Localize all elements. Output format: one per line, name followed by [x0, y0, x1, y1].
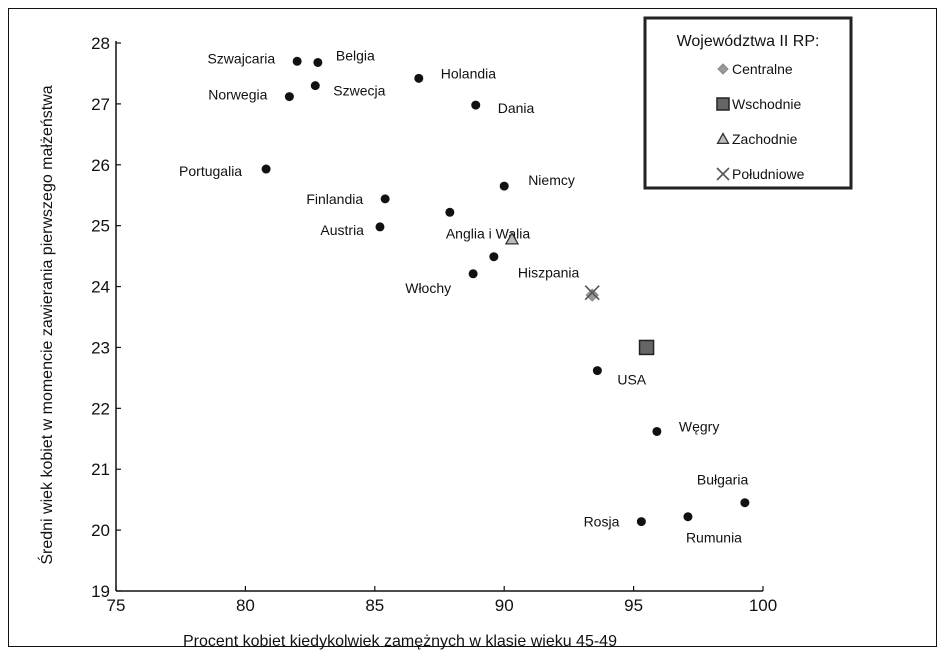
axis-ticks: 75 80 85 90 95 100 19 20 21 22 23 24 25 26 27 28 [91, 34, 777, 615]
x-tick-label: 95 [624, 596, 643, 615]
country-point [740, 498, 750, 508]
y-tick-label: 26 [91, 156, 110, 175]
y-axis-title: Średni wiek kobiet w momencie zawierania… [37, 85, 56, 564]
legend-marker-triangle [716, 132, 730, 145]
legend-box [643, 16, 853, 190]
data-points: Szwajcaria Belgia Norwegia Szwecja Holandia D… [179, 47, 750, 546]
country-point [468, 269, 478, 279]
country-label: USA [617, 372, 646, 388]
axes [115, 41, 763, 592]
country-point [489, 252, 499, 262]
x-tick-label: 85 [365, 596, 384, 615]
legend-entry-label: Południowe [732, 166, 805, 182]
country-point [636, 517, 646, 527]
country-point [380, 194, 390, 204]
legend-entry-label: Wschodnie [732, 96, 801, 112]
country-label: Szwecja [333, 83, 385, 99]
country-label: Norwegia [208, 87, 267, 103]
region-marker-diamond [585, 288, 599, 302]
country-point [471, 100, 481, 110]
x-tick-label: 80 [236, 596, 255, 615]
country-point [292, 56, 302, 66]
x-tick-label: 90 [495, 596, 514, 615]
y-tick-label: 22 [91, 399, 110, 418]
country-point [683, 512, 693, 522]
y-tick-label: 24 [91, 278, 110, 297]
x-tick-label: 100 [749, 596, 777, 615]
legend-marker-cross-stroke [716, 167, 730, 181]
legend-marker-cross [716, 167, 730, 181]
country-label: Anglia i Walia [446, 225, 531, 241]
legend: Województwa II RP: Centralne Wschodnie Zac… [643, 16, 853, 190]
country-point [310, 81, 320, 91]
country-label: Włochy [405, 280, 451, 296]
region-markers [504, 231, 655, 356]
y-tick-label: 28 [91, 34, 110, 53]
region-marker-cross-stroke [584, 285, 600, 301]
country-label: Hiszpania [518, 265, 580, 281]
country-label: Holandia [441, 65, 496, 81]
y-tick-label: 25 [91, 217, 110, 236]
country-label: Rumunia [686, 530, 742, 546]
country-point [445, 207, 455, 217]
y-tick-label: 27 [91, 95, 110, 114]
legend-marker-square [716, 97, 730, 111]
region-marker-cross [584, 285, 600, 301]
country-label: Niemcy [528, 172, 575, 188]
region-marker-triangle [504, 231, 520, 245]
country-point [592, 366, 602, 376]
country-label: Dania [498, 100, 535, 116]
country-label: Szwajcaria [207, 50, 275, 66]
legend-marker-diamond [717, 63, 729, 75]
country-point [313, 57, 323, 67]
y-tick-label: 19 [91, 582, 110, 601]
country-point [652, 426, 662, 436]
country-point [261, 164, 271, 174]
region-marker-square [638, 339, 655, 356]
x-axis-title: Procent kobiet kiedykolwiek zamężnych w … [183, 633, 617, 650]
country-point [499, 181, 509, 191]
country-point [284, 92, 294, 102]
y-tick-label: 20 [91, 521, 110, 540]
country-label: Austria [320, 222, 364, 238]
chart-frame [8, 8, 937, 647]
country-label: Finlandia [306, 191, 363, 207]
country-label: Rosja [584, 514, 620, 530]
country-label: Bułgaria [697, 472, 749, 488]
y-tick-label: 21 [91, 460, 110, 479]
country-label: Belgia [336, 47, 375, 63]
country-label: Węgry [679, 418, 719, 434]
country-label: Portugalia [179, 163, 242, 179]
legend-entry-label: Zachodnie [732, 131, 798, 147]
y-tick-label: 23 [91, 338, 110, 357]
legend-entries: Centralne Wschodnie Zachodnie Południowe [716, 61, 805, 182]
legend-entry-label: Centralne [732, 61, 793, 77]
x-tick-label: 75 [107, 596, 126, 615]
legend-title: Województwa II RP: [677, 33, 820, 50]
country-point [375, 222, 385, 232]
country-point [414, 73, 424, 83]
